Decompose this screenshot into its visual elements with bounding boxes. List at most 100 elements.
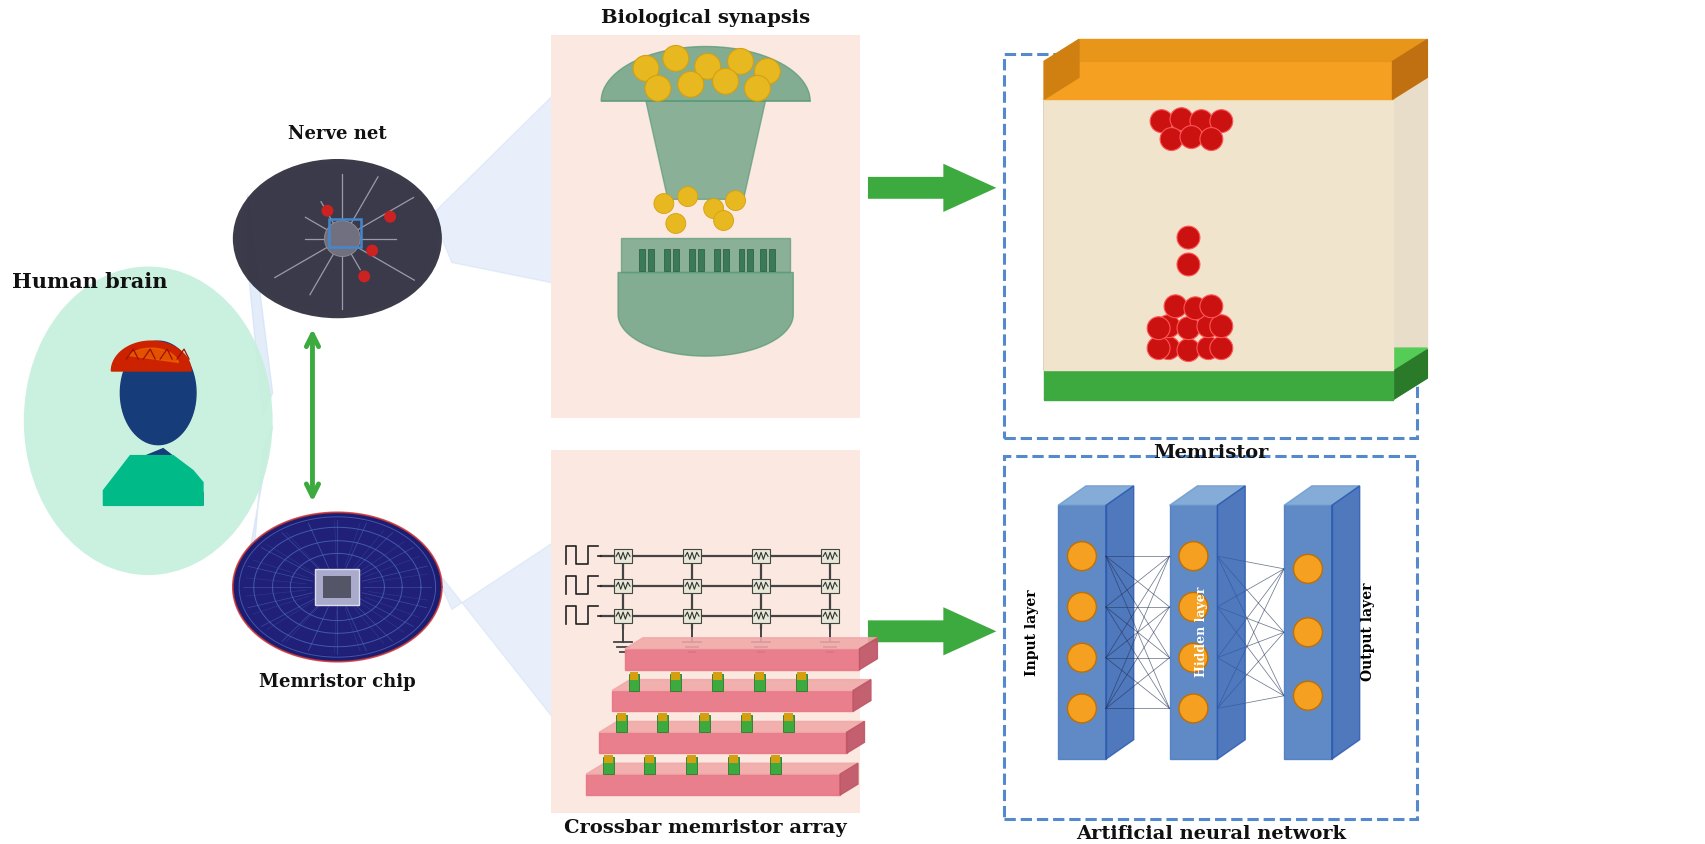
Circle shape bbox=[1183, 297, 1207, 320]
Circle shape bbox=[663, 46, 689, 72]
Circle shape bbox=[322, 205, 334, 217]
Bar bbox=[822, 609, 839, 623]
Circle shape bbox=[667, 214, 685, 234]
Polygon shape bbox=[1043, 348, 1427, 370]
Circle shape bbox=[1294, 681, 1323, 710]
Circle shape bbox=[1294, 555, 1323, 583]
Circle shape bbox=[1067, 592, 1096, 621]
Bar bbox=[771, 757, 781, 774]
Polygon shape bbox=[619, 273, 793, 356]
Bar bbox=[738, 249, 745, 271]
Circle shape bbox=[714, 210, 733, 230]
Polygon shape bbox=[1284, 486, 1359, 506]
Bar bbox=[663, 249, 670, 271]
Bar bbox=[742, 713, 750, 722]
Polygon shape bbox=[841, 763, 858, 795]
Polygon shape bbox=[1043, 370, 1393, 400]
Bar bbox=[644, 757, 655, 774]
Polygon shape bbox=[646, 101, 766, 199]
Circle shape bbox=[1067, 643, 1096, 672]
Polygon shape bbox=[104, 456, 203, 506]
Circle shape bbox=[679, 187, 697, 207]
Polygon shape bbox=[431, 92, 556, 284]
Circle shape bbox=[1211, 110, 1233, 133]
Polygon shape bbox=[626, 649, 859, 669]
Polygon shape bbox=[1332, 486, 1359, 760]
Circle shape bbox=[754, 58, 781, 84]
Polygon shape bbox=[247, 195, 273, 416]
Bar bbox=[752, 609, 771, 623]
FancyBboxPatch shape bbox=[1004, 456, 1417, 819]
Circle shape bbox=[1176, 253, 1200, 276]
Polygon shape bbox=[1393, 40, 1427, 100]
Circle shape bbox=[358, 270, 370, 283]
Circle shape bbox=[633, 56, 658, 81]
Bar bbox=[329, 219, 361, 246]
Polygon shape bbox=[1107, 486, 1134, 760]
Polygon shape bbox=[431, 540, 556, 722]
Text: Output layer: Output layer bbox=[1361, 583, 1374, 681]
Ellipse shape bbox=[237, 164, 438, 313]
Polygon shape bbox=[598, 733, 846, 753]
Text: Memristor chip: Memristor chip bbox=[259, 673, 416, 690]
Bar bbox=[796, 674, 806, 690]
Circle shape bbox=[704, 198, 723, 219]
Polygon shape bbox=[598, 722, 864, 733]
Circle shape bbox=[726, 191, 745, 210]
Bar bbox=[614, 579, 633, 593]
Bar bbox=[752, 549, 771, 563]
Polygon shape bbox=[111, 341, 191, 371]
Bar bbox=[713, 674, 723, 690]
Text: Input layer: Input layer bbox=[1025, 589, 1038, 675]
Circle shape bbox=[1170, 108, 1194, 131]
Text: Memristor: Memristor bbox=[1153, 444, 1269, 462]
Bar bbox=[551, 450, 859, 813]
Bar bbox=[769, 249, 776, 271]
Polygon shape bbox=[121, 341, 196, 445]
Bar bbox=[783, 716, 795, 733]
Ellipse shape bbox=[239, 518, 435, 656]
Circle shape bbox=[1165, 295, 1187, 317]
Text: Hidden layer: Hidden layer bbox=[1195, 587, 1207, 678]
Bar bbox=[672, 672, 680, 679]
Circle shape bbox=[384, 211, 396, 223]
Circle shape bbox=[1211, 315, 1233, 338]
Circle shape bbox=[1158, 337, 1180, 360]
Bar bbox=[684, 609, 701, 623]
Ellipse shape bbox=[24, 267, 273, 575]
Bar bbox=[684, 579, 701, 593]
Polygon shape bbox=[612, 690, 852, 711]
Polygon shape bbox=[1059, 486, 1134, 506]
Circle shape bbox=[1159, 127, 1183, 150]
Circle shape bbox=[1294, 618, 1323, 647]
Bar bbox=[646, 755, 655, 763]
Circle shape bbox=[1178, 694, 1207, 722]
Bar bbox=[784, 713, 793, 722]
Circle shape bbox=[655, 193, 673, 214]
Circle shape bbox=[1200, 127, 1222, 150]
Text: Biological synapsis: Biological synapsis bbox=[602, 8, 810, 27]
Polygon shape bbox=[1170, 486, 1245, 506]
Ellipse shape bbox=[234, 512, 442, 662]
Polygon shape bbox=[602, 46, 810, 101]
Circle shape bbox=[1211, 337, 1233, 360]
Bar bbox=[822, 579, 839, 593]
Text: Nerve net: Nerve net bbox=[288, 125, 387, 143]
Bar bbox=[604, 755, 612, 763]
Circle shape bbox=[1197, 315, 1219, 338]
Polygon shape bbox=[1043, 40, 1427, 62]
Polygon shape bbox=[1043, 100, 1393, 370]
Bar bbox=[673, 249, 679, 271]
Polygon shape bbox=[587, 774, 841, 795]
Polygon shape bbox=[1284, 506, 1332, 760]
Polygon shape bbox=[621, 238, 791, 273]
Bar bbox=[684, 549, 701, 563]
FancyBboxPatch shape bbox=[1004, 55, 1417, 438]
Polygon shape bbox=[626, 638, 878, 649]
Bar bbox=[822, 549, 839, 563]
Circle shape bbox=[1178, 592, 1207, 621]
Bar bbox=[723, 249, 728, 271]
Bar bbox=[629, 674, 639, 690]
Circle shape bbox=[1178, 643, 1207, 672]
Bar bbox=[701, 713, 709, 722]
